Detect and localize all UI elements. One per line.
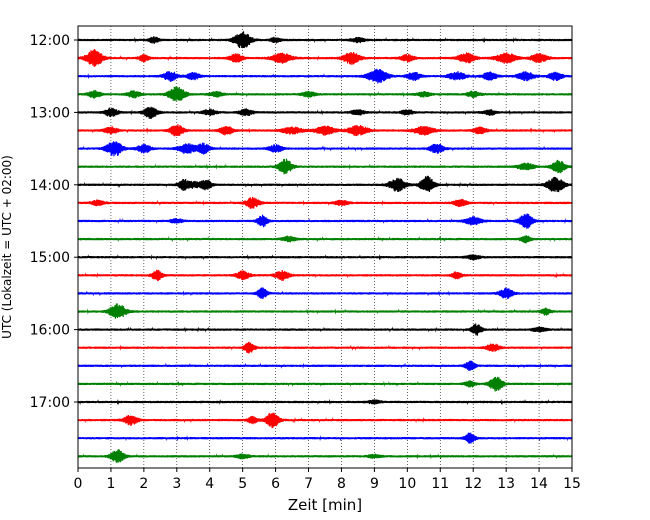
- seismogram-trace: [77, 213, 573, 229]
- seismogram-trace: [77, 254, 573, 261]
- seismogram-trace: [77, 323, 573, 336]
- seismogram-trace: [77, 398, 573, 406]
- x-tick-label: 4: [205, 476, 214, 492]
- x-tick-label: 7: [304, 476, 313, 492]
- x-tick-label: 15: [563, 476, 581, 492]
- seismogram-trace: [77, 449, 573, 463]
- y-tick-label: 13:00: [30, 105, 70, 121]
- x-tick-label: 13: [497, 476, 515, 492]
- seismogram-trace: [77, 235, 573, 244]
- seismogram-trace: [77, 68, 573, 84]
- seismogram-trace: [77, 48, 573, 67]
- x-tick-label: 5: [238, 476, 247, 492]
- x-tick-label: 12: [464, 476, 482, 492]
- seismogram-trace: [77, 31, 573, 49]
- seismogram-trace: [77, 432, 573, 444]
- y-axis-label: UTC (Lokalzeit = UTC + 02:00): [0, 155, 14, 339]
- seismogram-trace: [77, 175, 573, 193]
- y-tick-label: 17:00: [30, 395, 70, 411]
- seismogram-trace: [77, 86, 573, 102]
- seismogram-trace: [77, 106, 573, 119]
- x-tick-label: 1: [106, 476, 115, 492]
- seismogram-trace: [77, 341, 573, 354]
- seismogram-trace: [77, 269, 573, 282]
- x-tick-label: 0: [74, 476, 83, 492]
- seismogram-traces: [77, 31, 573, 463]
- x-tick-label: 9: [370, 476, 379, 492]
- x-axis-ticks: 0 1 2 3 4 5 6 7 8 9 10 11 12 13 14 15: [74, 468, 581, 492]
- seismogram-trace: [77, 158, 573, 175]
- seismogram-trace: [77, 412, 573, 429]
- x-tick-label: 8: [337, 476, 346, 492]
- x-tick-label: 2: [139, 476, 148, 492]
- x-tick-label: 3: [172, 476, 181, 492]
- plot-background: [78, 26, 572, 468]
- seismogram-trace: [77, 141, 573, 157]
- seismogram-trace: [77, 124, 573, 137]
- y-axis-ticks: 12:00 13:00 14:00 15:00 16:00 17:00: [30, 33, 78, 411]
- seismogram-trace: [77, 360, 573, 372]
- x-axis-label: Zeit [min]: [288, 496, 362, 514]
- seismogram-trace: [77, 303, 573, 319]
- x-tick-label: 6: [271, 476, 280, 492]
- seismogram-trace: [77, 287, 573, 300]
- y-tick-label: 15:00: [30, 250, 70, 266]
- y-tick-label: 16:00: [30, 323, 70, 339]
- plot-frame: [77, 25, 573, 469]
- seismogram-trace: [77, 376, 573, 392]
- seismogram-trace: [77, 196, 573, 209]
- x-tick-label: 11: [431, 476, 449, 492]
- y-tick-label: 14:00: [30, 178, 70, 194]
- x-tick-label: 14: [530, 476, 548, 492]
- y-tick-label: 12:00: [30, 33, 70, 49]
- x-tick-label: 10: [398, 476, 416, 492]
